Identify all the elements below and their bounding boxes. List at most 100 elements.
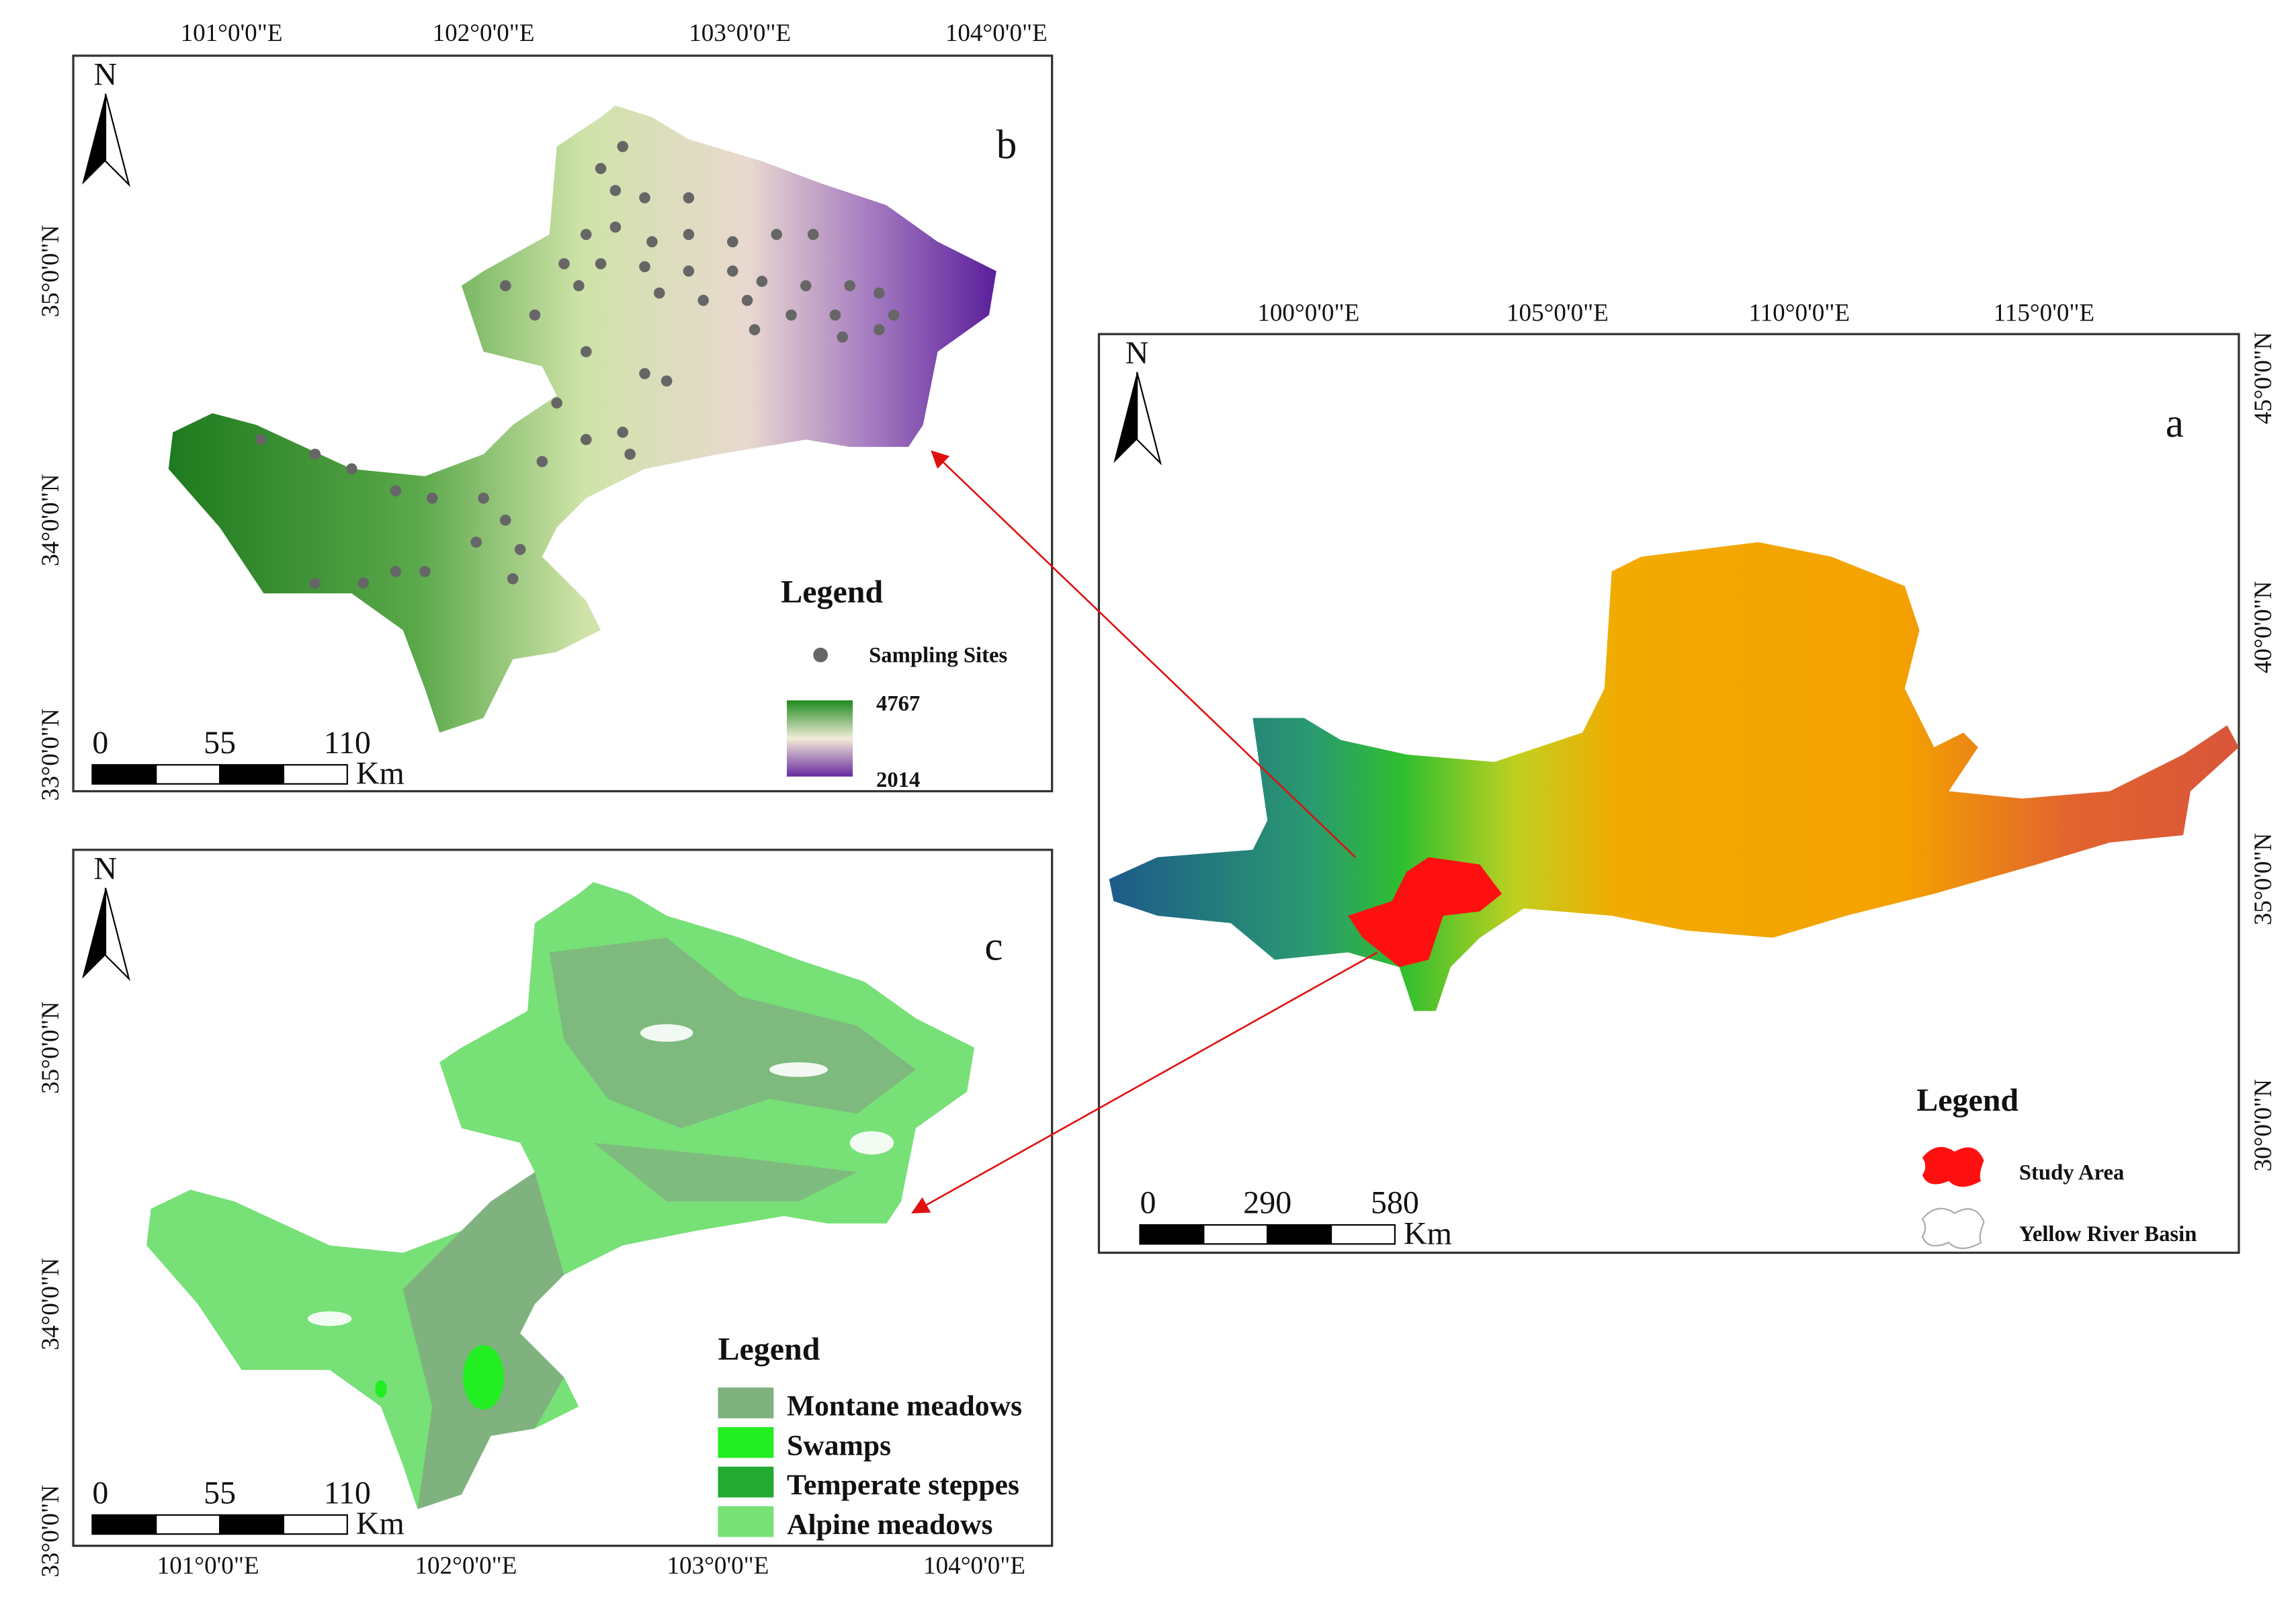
sampling-site (646, 236, 658, 248)
sampling-site (727, 265, 738, 277)
sampling-site (829, 309, 841, 321)
sampling-site (426, 493, 438, 504)
sampling-site (785, 309, 797, 321)
sampling-site (573, 280, 585, 292)
sampling-site (874, 324, 885, 335)
legend-title: Legend (718, 1332, 820, 1367)
sampling-site (617, 140, 629, 153)
sampling-site (500, 514, 511, 526)
scale-segment (155, 764, 221, 785)
sampling-site (609, 185, 622, 196)
sampling-site (507, 573, 519, 585)
scale-segment (1139, 1224, 1205, 1245)
sampling-site (683, 192, 695, 204)
longitude-label: 102°0'0"E (433, 19, 535, 47)
arrow (931, 450, 1356, 858)
study-area-symbol (1922, 1147, 1984, 1187)
scale-tick: 580 (1371, 1185, 1419, 1221)
panel-label: a (2166, 401, 2184, 446)
sampling-site (500, 280, 511, 292)
scale-tick: 290 (1243, 1185, 1291, 1221)
latitude-label: 45°0'0"N (2250, 332, 2277, 425)
sampling-site (639, 261, 650, 273)
sampling-site (357, 577, 370, 589)
sampling-site (771, 228, 783, 241)
sampling-site (390, 566, 402, 577)
legend-item: Study Area (2019, 1160, 2125, 1185)
vegetation-region (146, 882, 975, 1510)
sampling-site (309, 577, 321, 589)
longitude-label: 104°0'0"E (945, 19, 1048, 47)
sampling-site (595, 163, 607, 175)
elevation-region (168, 105, 996, 733)
sampling-site (800, 280, 812, 292)
longitude-label: 102°0'0"E (415, 1552, 517, 1580)
scale-segment (1267, 1224, 1332, 1245)
scale-tick: 0 (92, 1475, 108, 1510)
sampling-site (255, 433, 267, 445)
sampling-sites (255, 140, 900, 589)
sampling-site (837, 331, 849, 343)
north-label: N (1125, 335, 1149, 371)
scale-segment (282, 1514, 348, 1535)
legend-item: Temperate steppes (787, 1469, 1019, 1501)
sampling-site (514, 544, 526, 556)
vegetation-swatches (718, 1388, 774, 1537)
sampling-site (874, 287, 885, 299)
scale-tick: 110 (324, 725, 371, 761)
latitude-label: 30°0'0"N (2250, 1079, 2277, 1172)
panel-b-frame (72, 54, 1054, 793)
latitude-label: 34°0'0"N (37, 474, 65, 566)
site-symbol (813, 647, 828, 663)
latitude-label: 35°0'0"N (37, 1001, 65, 1094)
scale-tick: 0 (1140, 1185, 1156, 1221)
scale-segment (1203, 1224, 1269, 1245)
sampling-site (653, 287, 665, 299)
scale-segment (282, 764, 348, 785)
latitude-label: 35°0'0"N (37, 225, 65, 318)
yellow-river-basin (1109, 542, 2239, 1011)
sampling-site (609, 221, 622, 233)
sampling-site (419, 566, 431, 577)
scale-unit: Km (1404, 1215, 1452, 1251)
arrow (911, 951, 1378, 1213)
sampling-site (580, 346, 592, 357)
north-arrow (1113, 372, 1138, 464)
sampling-site (595, 258, 607, 269)
sampling-site (624, 448, 636, 460)
latitude-label: 34°0'0"N (37, 1258, 65, 1351)
north-arrow (82, 888, 106, 979)
legend-item: Swamps (787, 1429, 891, 1461)
sampling-site (888, 309, 900, 321)
north-arrow (104, 93, 130, 187)
sampling-site (390, 485, 402, 497)
sampling-site (683, 228, 695, 241)
sampling-site (551, 397, 562, 409)
scale-tick: 55 (204, 725, 236, 761)
sampling-site (741, 294, 753, 306)
scale-tick: 110 (324, 1475, 371, 1510)
study-area (1348, 857, 1502, 968)
longitude-label: 100°0'0"E (1257, 300, 1359, 327)
sampling-site (580, 433, 592, 445)
scale-unit: Km (356, 756, 405, 792)
sampling-site (727, 236, 738, 248)
sampling-site (617, 427, 629, 438)
panel-label: c (984, 924, 1003, 969)
north-arrow (104, 888, 130, 982)
longitude-label: 104°0'0"E (923, 1552, 1025, 1580)
longitude-label: 101°0'0"E (181, 19, 283, 47)
sampling-site (756, 275, 768, 287)
legend-item: Alpine meadows (787, 1508, 993, 1541)
north-arrow (1136, 372, 1162, 466)
panel-label: b (996, 123, 1017, 168)
sampling-site (697, 294, 709, 306)
north-label: N (94, 57, 118, 93)
scale-segment (218, 764, 285, 785)
sampling-site (529, 309, 541, 321)
scale-unit: Km (356, 1506, 405, 1541)
north-arrow (82, 93, 106, 185)
latitude-label: 35°0'0"N (2250, 833, 2277, 926)
